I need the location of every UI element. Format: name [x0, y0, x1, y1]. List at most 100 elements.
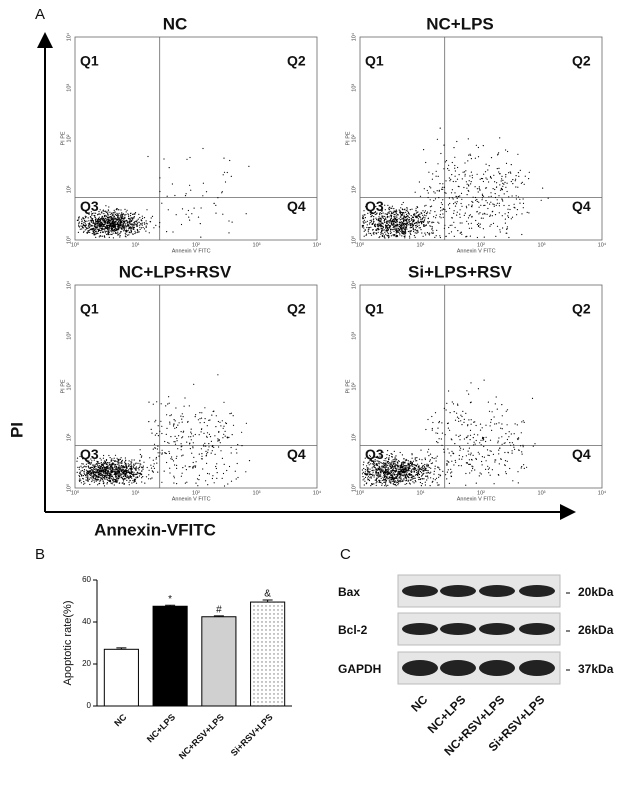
event-dot [418, 479, 419, 480]
event-dot [387, 235, 388, 236]
event-dot [428, 449, 429, 450]
event-dot [401, 478, 402, 479]
event-dot [236, 478, 237, 479]
y-tick-label: 10⁴ [65, 32, 72, 41]
event-dot [396, 485, 397, 486]
event-dot [131, 482, 132, 483]
event-dot [400, 207, 401, 208]
event-dot [483, 218, 484, 219]
event-dot [442, 189, 443, 190]
event-dot [425, 429, 426, 430]
event-dot [202, 468, 203, 469]
event-dot [88, 230, 89, 231]
event-dot [206, 463, 207, 464]
event-dot [507, 151, 508, 152]
event-dot [88, 228, 89, 229]
event-dot [507, 191, 508, 192]
event-dot [461, 459, 462, 460]
event-dot [97, 471, 98, 472]
event-dot [369, 464, 370, 465]
event-dot [399, 229, 400, 230]
event-dot [449, 197, 450, 198]
event-dot [109, 464, 110, 465]
event-dot [373, 470, 374, 471]
event-dot [438, 467, 439, 468]
event-dot [134, 459, 135, 460]
event-dot [117, 472, 118, 473]
event-dot [181, 431, 182, 432]
event-dot [494, 461, 495, 462]
event-dot [368, 462, 369, 463]
event-dot [125, 214, 126, 215]
event-dot [513, 447, 514, 448]
event-dot [393, 468, 394, 469]
event-dot [378, 216, 379, 217]
event-dot [516, 198, 517, 199]
event-dot [463, 422, 464, 423]
event-dot [431, 229, 432, 230]
event-dot [432, 482, 433, 483]
event-dot [390, 466, 391, 467]
x-axis-label: Annexin V FITC [457, 496, 496, 502]
event-dot [100, 232, 101, 233]
event-dot [487, 179, 488, 180]
event-dot [482, 427, 483, 428]
event-dot [480, 472, 481, 473]
event-dot [467, 437, 468, 438]
event-dot [459, 174, 460, 175]
event-dot [432, 233, 433, 234]
event-dot [108, 471, 109, 472]
event-dot [131, 221, 132, 222]
event-dot [418, 215, 419, 216]
event-dot [370, 227, 371, 228]
event-dot [182, 208, 183, 209]
event-dot [466, 207, 467, 208]
event-dot [504, 464, 505, 465]
event-dot [196, 461, 197, 462]
quadrant-label: Q4 [287, 446, 306, 462]
event-dot [120, 459, 121, 460]
event-dot [403, 224, 404, 225]
event-dot [511, 195, 512, 196]
quadrant-label: Q4 [572, 446, 591, 462]
event-dot [159, 222, 160, 223]
event-dot [396, 470, 397, 471]
event-dot [111, 231, 112, 232]
event-dot [118, 468, 119, 469]
event-dot [514, 204, 515, 205]
event-dot [468, 464, 469, 465]
event-dot [376, 233, 377, 234]
event-dot [443, 217, 444, 218]
event-dot [515, 186, 516, 187]
event-dot [203, 433, 204, 434]
event-dot [378, 468, 379, 469]
event-dot [108, 475, 109, 476]
x-tick-label: 10³ [253, 242, 261, 248]
event-dot [241, 445, 242, 446]
event-dot [132, 480, 133, 481]
event-dot [125, 474, 126, 475]
event-dot [408, 477, 409, 478]
event-dot [437, 485, 438, 486]
event-dot [459, 439, 460, 440]
event-dot [382, 230, 383, 231]
event-dot [93, 468, 94, 469]
event-dot [98, 475, 99, 476]
event-dot [507, 209, 508, 210]
event-dot [502, 227, 503, 228]
event-dot [430, 199, 431, 200]
event-dot [91, 472, 92, 473]
event-dot [450, 225, 451, 226]
event-dot [111, 471, 112, 472]
event-dot [465, 170, 466, 171]
y-tick-label: 10⁰ [350, 483, 357, 492]
event-dot [195, 465, 196, 466]
x-tick-label: 10⁴ [598, 489, 607, 496]
event-dot [141, 220, 142, 221]
event-dot [148, 474, 149, 475]
event-dot [453, 464, 454, 465]
event-dot [401, 221, 402, 222]
event-dot [416, 472, 417, 473]
event-dot [105, 476, 106, 477]
event-dot [403, 478, 404, 479]
